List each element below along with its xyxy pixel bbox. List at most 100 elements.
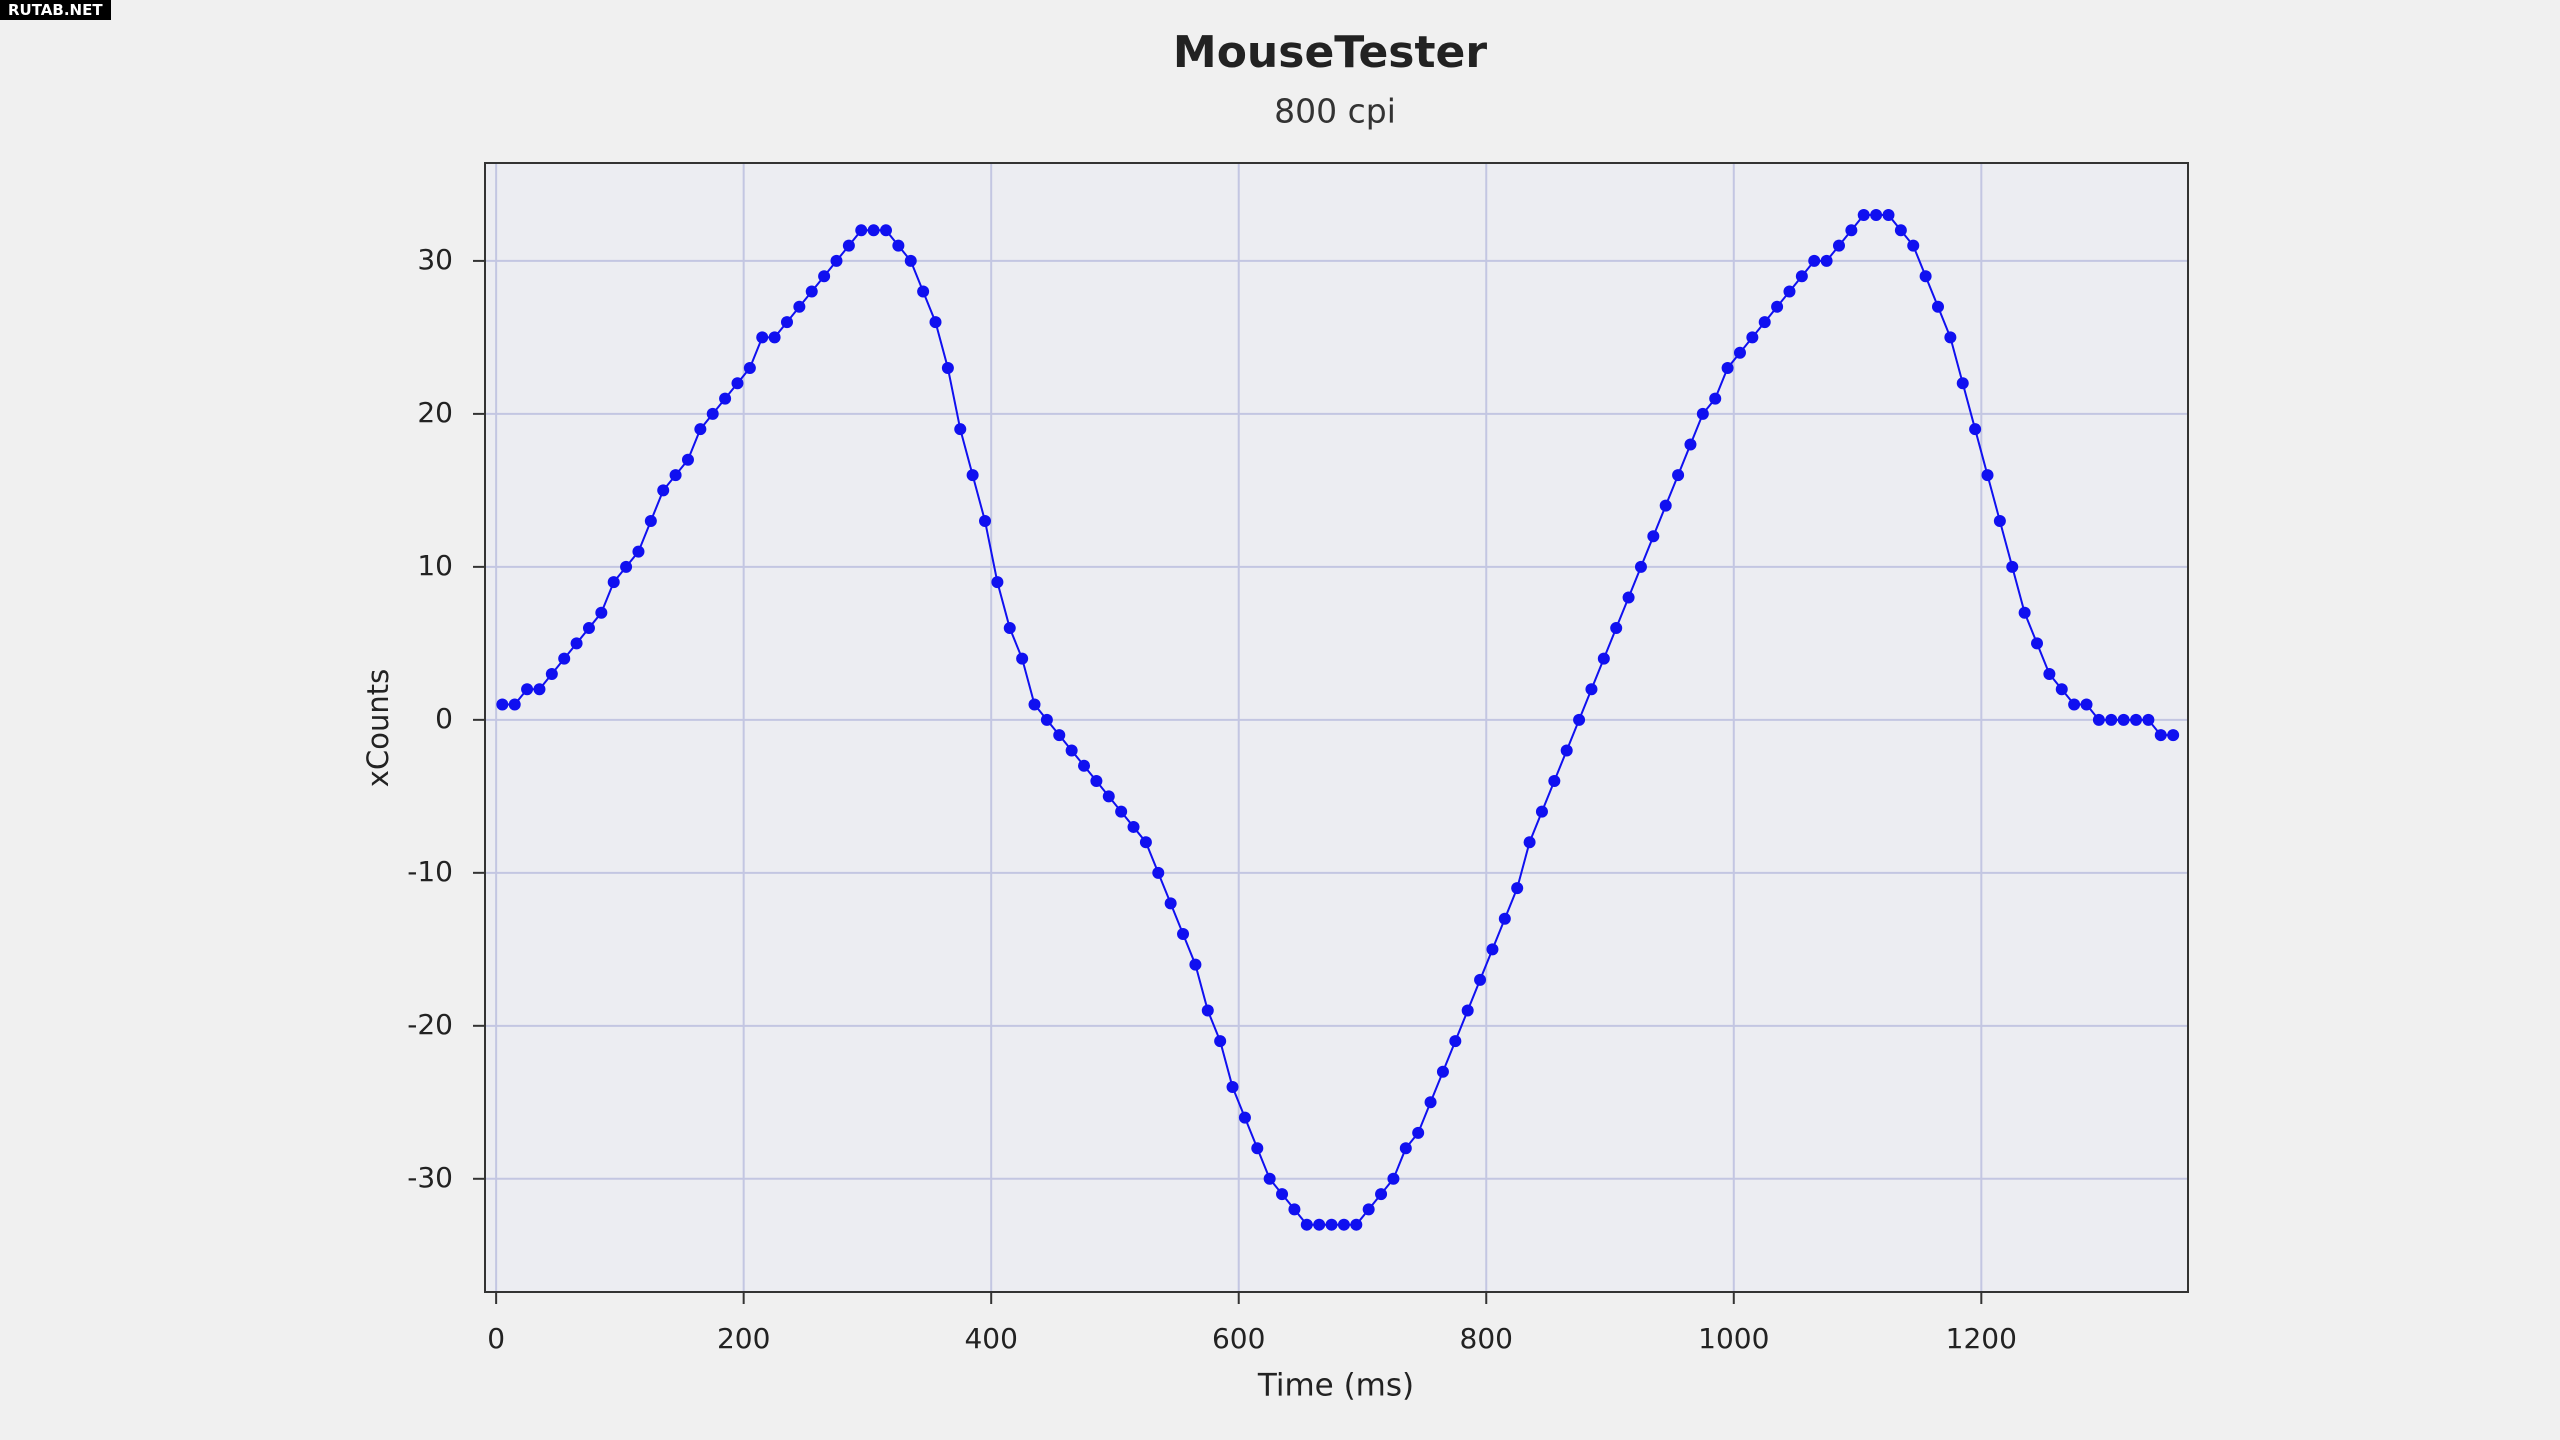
- chart-subtitle: 800 cpi: [1274, 92, 1396, 131]
- data-point: [1634, 560, 1647, 573]
- data-point: [1956, 377, 1969, 390]
- data-point: [1090, 775, 1103, 788]
- data-point: [669, 469, 682, 482]
- data-point: [2167, 729, 2180, 742]
- data-point: [1263, 1172, 1276, 1185]
- data-point: [1498, 912, 1511, 925]
- data-point: [2006, 560, 2019, 573]
- data-point: [991, 576, 1004, 589]
- data-point: [1474, 973, 1487, 986]
- x-tick-label: 200: [717, 1322, 770, 1355]
- data-point: [1783, 285, 1796, 298]
- data-point: [1523, 836, 1536, 849]
- data-point: [1721, 361, 1734, 374]
- data-point: [2105, 713, 2118, 726]
- data-point: [805, 285, 818, 298]
- data-point: [706, 407, 719, 420]
- data-point: [1672, 469, 1685, 482]
- data-point: [1399, 1142, 1412, 1155]
- data-point: [1548, 775, 1561, 788]
- chart-title: MouseTester: [1173, 27, 1487, 78]
- data-point: [1016, 652, 1029, 665]
- data-point: [1820, 254, 1833, 267]
- data-point: [2018, 606, 2031, 619]
- data-point: [1771, 300, 1784, 313]
- data-point: [1857, 209, 1870, 222]
- data-point: [558, 652, 571, 665]
- data-point: [1177, 928, 1190, 941]
- data-point: [657, 484, 670, 497]
- data-point: [1573, 713, 1586, 726]
- data-point: [1882, 209, 1895, 222]
- x-tick-label: 1000: [1698, 1322, 1769, 1355]
- plot-area: [485, 163, 2188, 1292]
- data-point: [780, 316, 793, 329]
- data-point: [1040, 713, 1053, 726]
- x-tick-label: 800: [1460, 1322, 1513, 1355]
- data-point: [570, 637, 583, 650]
- data-point: [632, 545, 645, 558]
- data-point: [1845, 224, 1858, 237]
- data-point: [1461, 1004, 1474, 1017]
- data-point: [2092, 713, 2105, 726]
- data-point: [2080, 698, 2093, 711]
- data-point: [496, 698, 509, 711]
- data-point: [1152, 866, 1165, 879]
- x-tick-label: 600: [1212, 1322, 1265, 1355]
- data-point: [1300, 1218, 1313, 1231]
- y-tick-label: -20: [407, 1008, 453, 1041]
- data-point: [1560, 744, 1573, 757]
- data-point: [1288, 1203, 1301, 1216]
- data-point: [1313, 1218, 1326, 1231]
- data-point: [1808, 254, 1821, 267]
- data-point: [1746, 331, 1759, 344]
- data-point: [1659, 499, 1672, 512]
- data-point: [1709, 392, 1722, 405]
- data-point: [2117, 713, 2130, 726]
- y-tick-label: -10: [407, 855, 453, 888]
- data-point: [1350, 1218, 1363, 1231]
- data-point: [1139, 836, 1152, 849]
- data-point: [1375, 1188, 1388, 1201]
- data-point: [793, 300, 806, 313]
- data-point: [1053, 729, 1066, 742]
- data-point: [966, 469, 979, 482]
- data-point: [1894, 224, 1907, 237]
- data-point: [830, 254, 843, 267]
- data-point: [1535, 805, 1548, 818]
- data-point: [979, 514, 992, 527]
- data-point: [855, 224, 868, 237]
- data-point: [1201, 1004, 1214, 1017]
- data-point: [2055, 683, 2068, 696]
- watermark: RUTAB.NET: [0, 0, 111, 20]
- data-point: [1214, 1035, 1227, 1048]
- data-point: [1733, 346, 1746, 359]
- data-point: [607, 576, 620, 589]
- x-tick-label: 0: [487, 1322, 505, 1355]
- x-tick-label: 400: [964, 1322, 1017, 1355]
- data-point: [1115, 805, 1128, 818]
- data-point: [1412, 1126, 1425, 1139]
- data-point: [533, 683, 546, 696]
- data-point: [1078, 759, 1091, 772]
- data-point: [1436, 1065, 1449, 1078]
- data-point: [2154, 729, 2167, 742]
- data-point: [1337, 1218, 1350, 1231]
- data-point: [1585, 683, 1598, 696]
- data-point: [1164, 897, 1177, 910]
- y-tick-label: 0: [435, 702, 453, 735]
- data-point: [818, 270, 831, 283]
- data-point: [879, 224, 892, 237]
- data-point: [1511, 882, 1524, 895]
- data-point: [1969, 423, 1982, 436]
- data-point: [1832, 239, 1845, 252]
- data-point: [743, 361, 756, 374]
- data-point: [681, 453, 694, 466]
- data-point: [1028, 698, 1041, 711]
- data-point: [1919, 270, 1932, 283]
- series-line: [502, 214, 2174, 1226]
- data-point: [1325, 1218, 1338, 1231]
- data-point: [1931, 300, 1944, 313]
